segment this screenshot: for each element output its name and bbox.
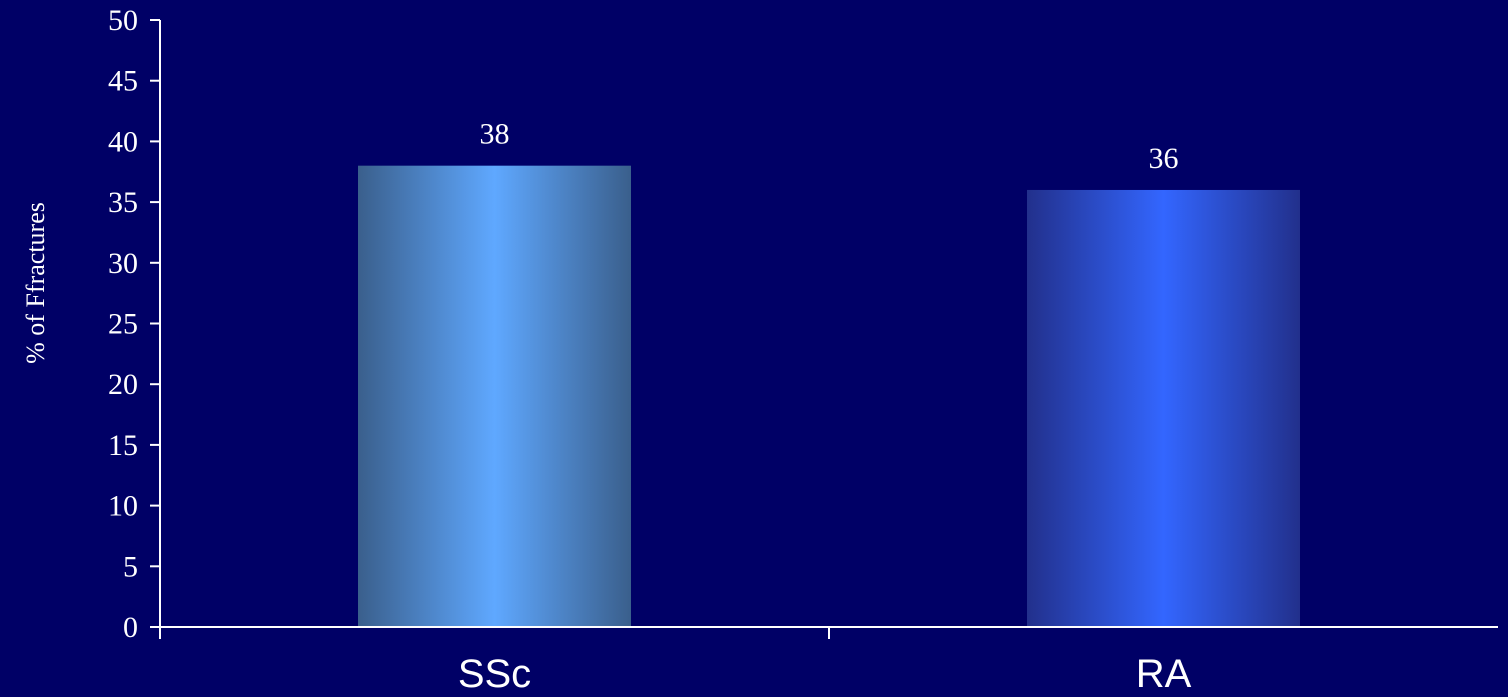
y-tick-label: 50 (108, 4, 138, 37)
y-tick-label: 20 (108, 368, 138, 401)
y-tick-label: 40 (108, 125, 138, 158)
bar-ssc (358, 165, 631, 627)
data-label-ra: 36 (1149, 142, 1179, 175)
category-label-ssc: SSc (458, 652, 531, 696)
category-label-ra: RA (1136, 652, 1192, 696)
y-tick-label: 5 (123, 550, 138, 583)
y-tick-label: 25 (108, 308, 138, 341)
y-tick-label: 10 (108, 490, 138, 523)
bars-group: 38 SSc 36 RA (358, 118, 1300, 696)
y-axis-label: % of Ffractures (21, 202, 50, 364)
y-tick-label: 35 (108, 186, 138, 219)
data-label-ssc: 38 (480, 118, 510, 151)
y-ticks-group: 0 5 10 15 20 25 30 35 40 45 50 (108, 4, 160, 644)
y-tick-label: 45 (108, 65, 138, 98)
y-tick-label: 0 (123, 611, 138, 644)
y-tick-label: 30 (108, 247, 138, 280)
y-tick-label: 15 (108, 429, 138, 462)
bar-ra (1027, 189, 1300, 627)
x-ticks-group (159, 627, 830, 639)
